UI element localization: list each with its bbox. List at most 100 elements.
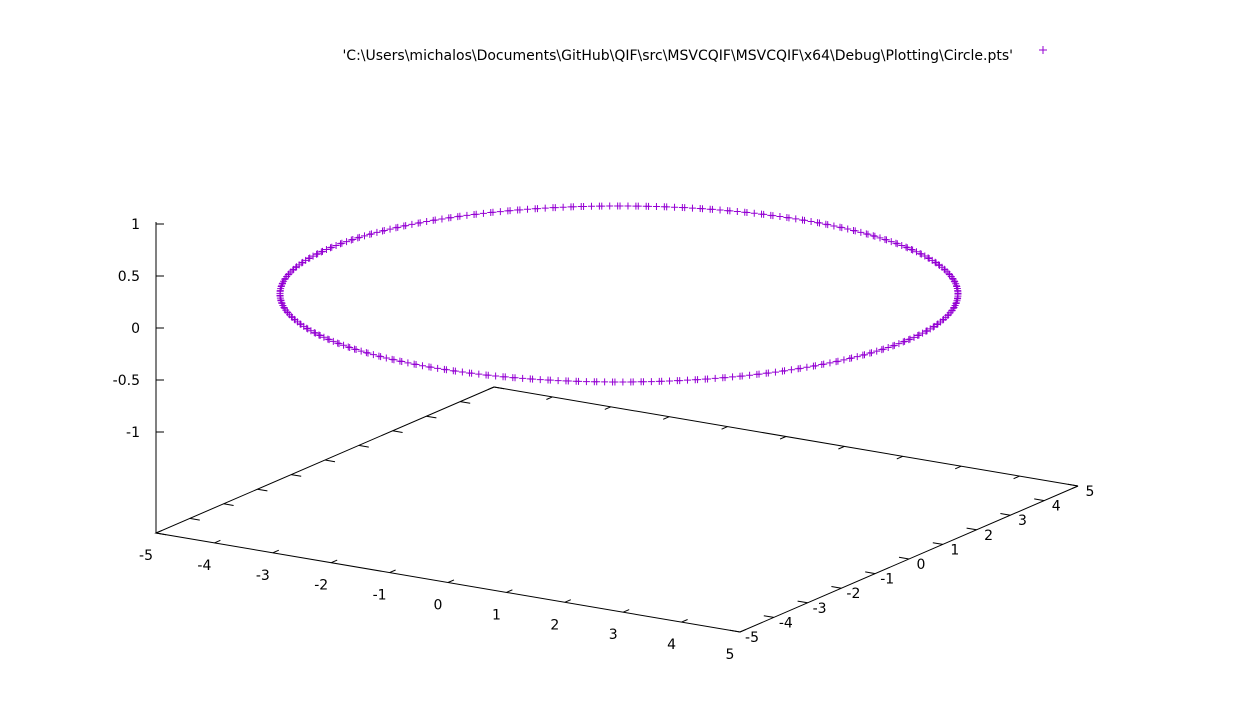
data-point [902,243,910,251]
data-point [533,205,541,213]
data-point [572,377,580,385]
data-point [410,360,418,368]
data-point [609,378,617,386]
data-point [369,351,377,359]
data-point [840,356,848,364]
y-tick-label: -5 [745,630,759,646]
x-tick-mark [564,599,571,603]
data-point [866,349,874,357]
data-point [915,331,923,339]
data-point [733,208,741,216]
z-axis: -1 -0.5 0 0.5 1 [113,217,164,533]
x-tick-mark-back [896,455,903,460]
data-point [743,209,751,217]
data-point [912,248,920,256]
data-point [559,203,567,211]
data-point [624,202,632,210]
data-point [711,374,719,382]
data-point [298,259,306,267]
data-point [305,255,313,263]
data-point [314,250,322,258]
z-tick-label: 0.5 [118,269,140,285]
data-point [449,367,457,375]
data-point [785,214,793,222]
data-point [859,351,867,359]
data-point [343,238,351,246]
data-point [719,374,727,382]
z-tick-label: 1 [131,217,140,233]
data-point [889,342,897,350]
data-point [544,376,552,384]
data-point [526,375,534,383]
x-tick-mark-back [1071,485,1079,490]
data-point [729,373,737,381]
data-points [276,202,962,386]
y-tick-label: 0 [917,557,926,573]
data-point [317,248,325,256]
data-point [482,371,490,379]
data-point [380,227,388,235]
data-point [726,207,734,215]
data-point [388,355,396,363]
data-point [792,215,800,223]
data-point [304,325,312,333]
data-point [701,375,709,383]
y-tick-mark-left [392,430,403,433]
data-point [893,240,901,248]
data-point [917,250,925,258]
data-point [647,378,655,386]
data-point [916,250,924,258]
x-tick-mark-back [721,426,728,430]
x-tick-mark-back [604,406,611,410]
data-point [416,219,424,227]
data-point [536,376,544,384]
data-point [431,216,439,224]
x-tick-mark-back [838,445,845,450]
data-point [688,204,696,212]
data-point [871,232,879,240]
data-point [382,354,390,362]
data-point [475,370,483,378]
x-tick-mark-back [487,386,495,391]
y-tick-label: 3 [1018,513,1027,529]
data-point [479,209,487,217]
base-frame [154,386,1079,633]
data-point [619,378,627,386]
data-point [423,218,431,226]
data-point [907,245,915,253]
y-tick-mark [797,600,808,604]
data-point [309,252,317,260]
y-tick-mark [763,615,774,618]
data-point [954,289,962,297]
data-point [857,228,865,236]
data-point [846,354,854,362]
data-point [794,365,802,373]
data-point [319,247,327,255]
data-point [914,332,922,340]
y-tick-mark-left [189,517,200,521]
data-point [329,337,337,345]
data-point [344,343,352,351]
data-point [671,203,679,211]
data-point [438,215,446,223]
data-point [616,202,624,210]
data-point [901,337,909,345]
data-point [736,372,744,380]
x-tick-label: 5 [726,647,735,663]
data-point [909,246,917,254]
x-tick-label: -4 [197,558,211,574]
data-point [569,203,577,211]
data-point [519,374,527,382]
data-point [332,242,340,250]
data-point [606,202,614,210]
data-point [322,246,330,254]
data-point [456,212,464,220]
z-tick-label: -1 [126,425,140,441]
data-point [355,233,363,241]
legend-marker [1039,46,1047,54]
x-tick-label: -5 [139,548,153,564]
data-point [447,214,455,222]
data-point [582,378,590,386]
data-point [844,225,852,233]
